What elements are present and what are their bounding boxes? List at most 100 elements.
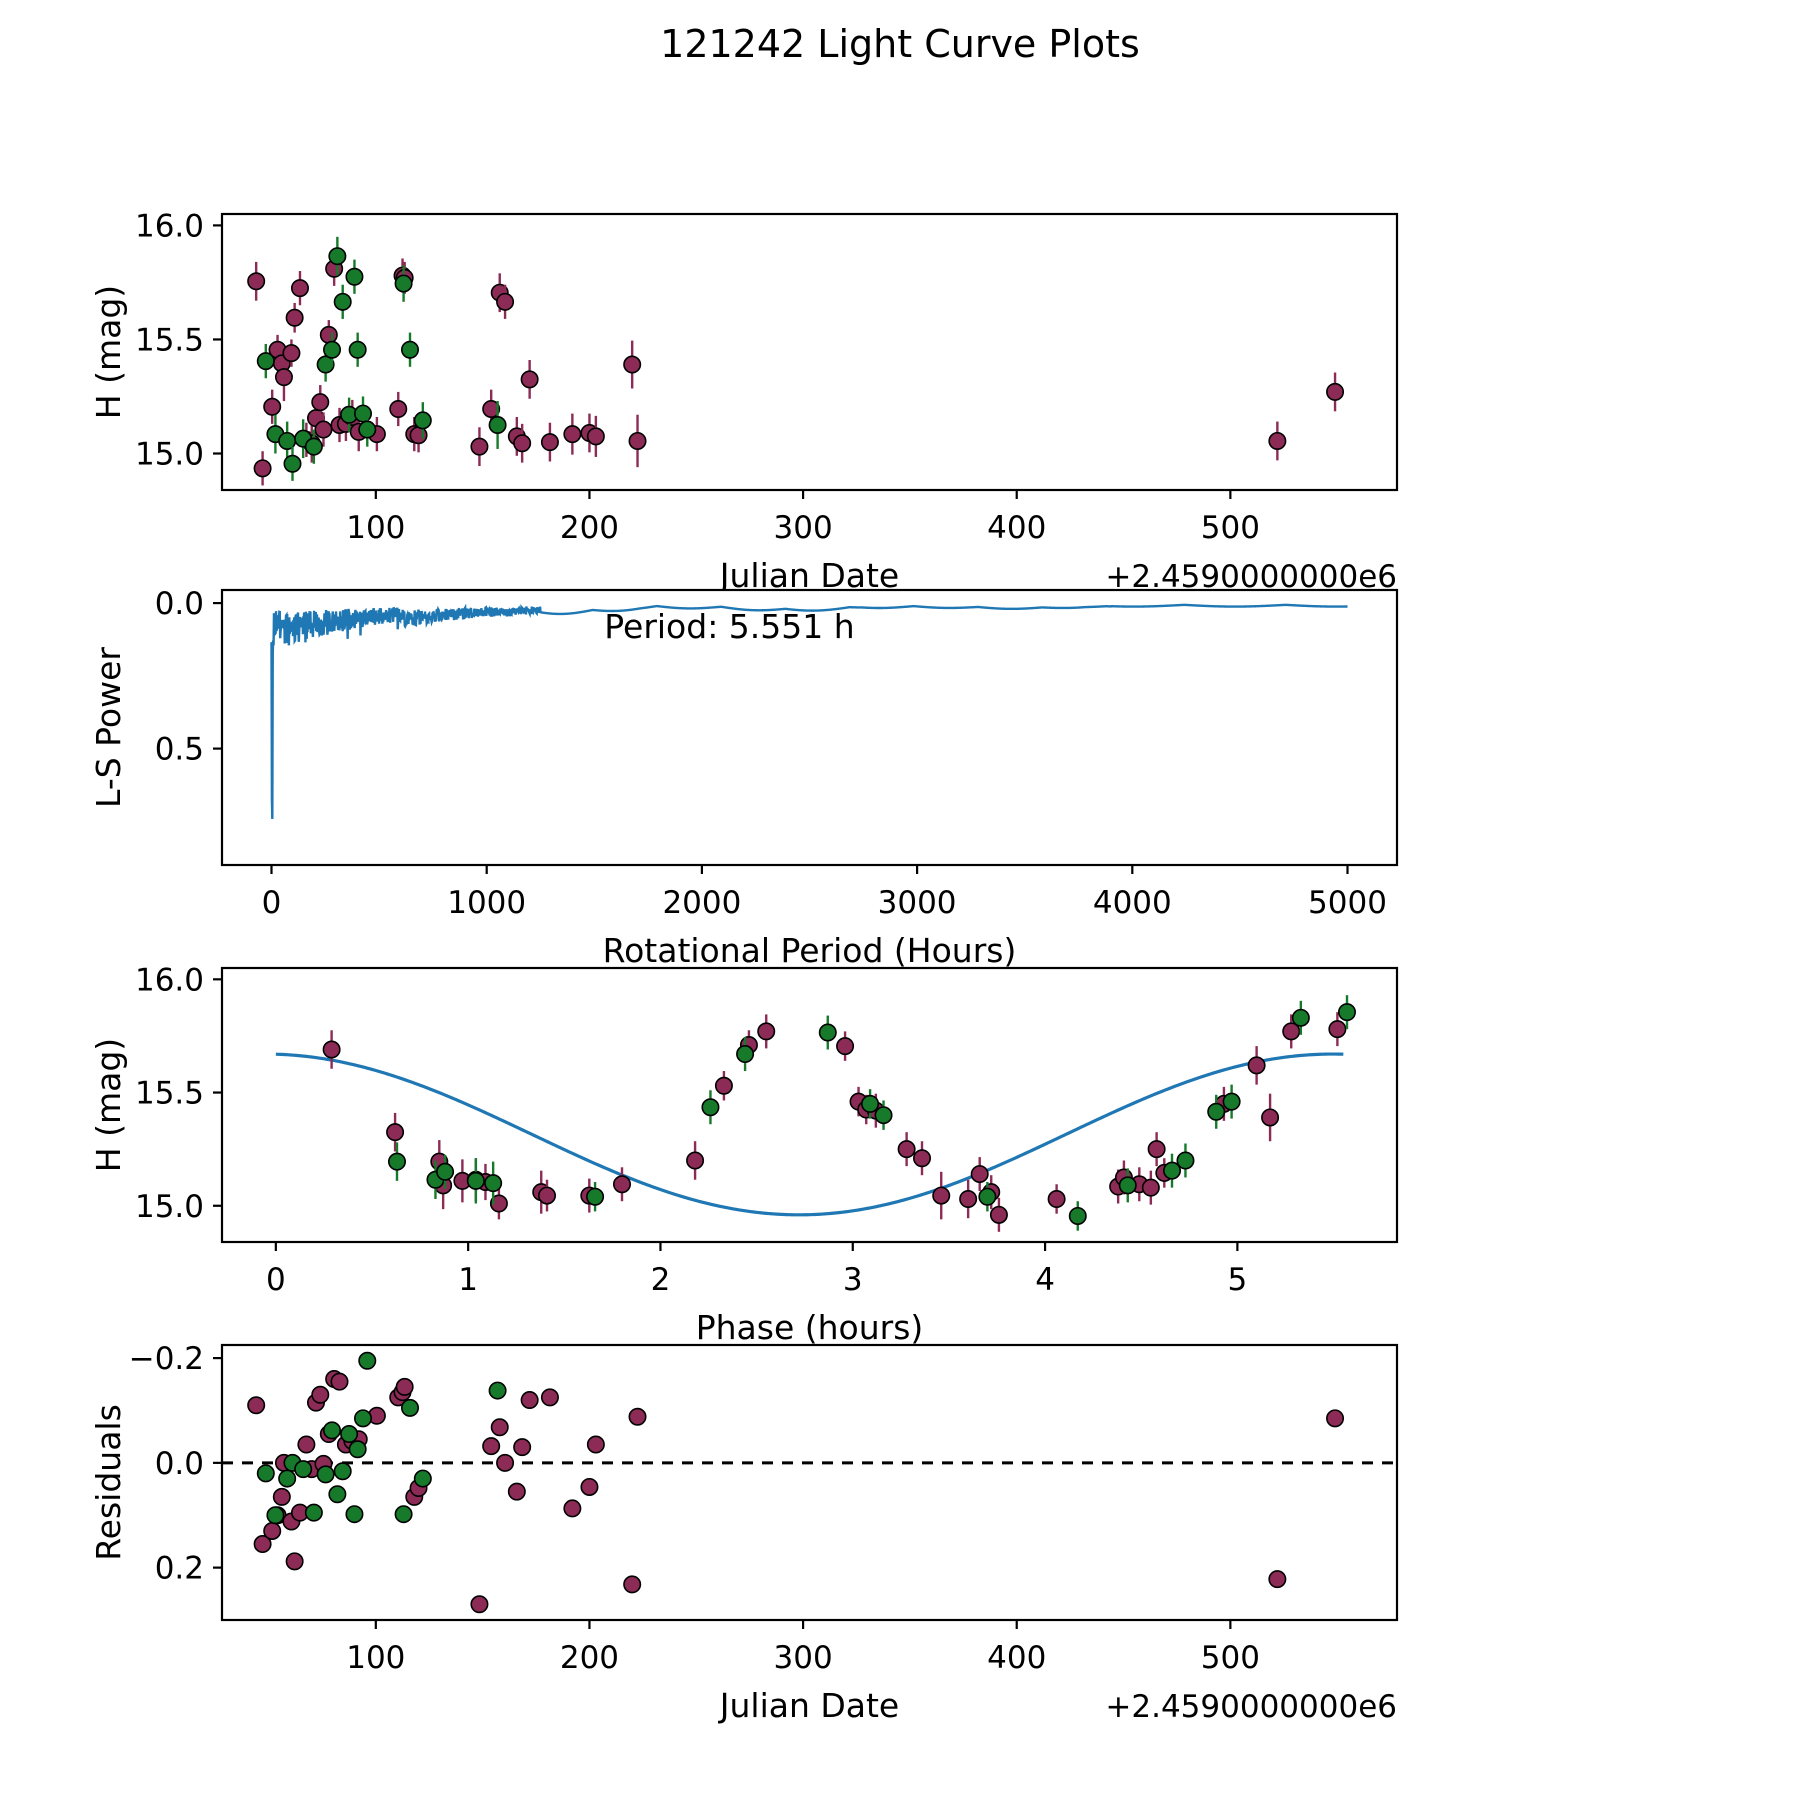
- data-point: [1068, 1206, 1087, 1225]
- data-point: [1247, 1056, 1266, 1075]
- data-point: [387, 1152, 406, 1171]
- x-tick-label: 0: [262, 885, 282, 921]
- data-point: [253, 459, 272, 478]
- data-point: [247, 1396, 266, 1415]
- x-tick-label: 300: [774, 510, 833, 546]
- y-tick-label: 0.0: [155, 586, 204, 622]
- x-tick-label: 5000: [1308, 885, 1387, 921]
- data-point: [701, 1098, 720, 1117]
- x-tick-label: 200: [560, 510, 619, 546]
- data-point: [623, 1575, 642, 1594]
- data-point: [358, 1351, 377, 1370]
- panel-lightcurve: 100 200 300 400 500 15.0 15.5 16.0 Julian Date H …: [89, 208, 1399, 595]
- data-point: [586, 1187, 605, 1206]
- data-point: [413, 411, 432, 430]
- data-point: [304, 1503, 323, 1522]
- data-point: [316, 355, 335, 374]
- data-point: [1222, 1092, 1241, 1111]
- y-tick-label: 15.0: [135, 1189, 204, 1225]
- data-point: [389, 400, 408, 419]
- data-point: [563, 425, 582, 444]
- data-point: [314, 420, 333, 439]
- data-point: [520, 1391, 539, 1410]
- data-point: [272, 1487, 291, 1506]
- x-tick-label: 2000: [662, 885, 741, 921]
- x-tick-label: 3: [843, 1262, 863, 1298]
- data-point: [1261, 1108, 1280, 1127]
- data-point: [513, 434, 532, 453]
- x-axis-offset-text: +2.4590000000e6: [1105, 1689, 1397, 1725]
- y-tick-label: 0.0: [155, 1446, 204, 1482]
- x-tick-label: 200: [560, 1640, 619, 1676]
- data-point: [874, 1106, 893, 1125]
- data-point: [736, 1045, 755, 1064]
- data-point: [353, 404, 372, 423]
- data-point: [294, 1460, 313, 1479]
- data-point: [970, 1165, 989, 1184]
- x-tick-label: 2: [651, 1262, 671, 1298]
- data-point: [586, 1435, 605, 1454]
- data-point: [266, 1506, 285, 1525]
- x-tick-label: 300: [774, 1640, 833, 1676]
- data-point: [1291, 1008, 1310, 1027]
- data-point: [278, 1469, 297, 1488]
- data-point: [628, 431, 647, 450]
- data-point: [340, 1425, 359, 1444]
- data-point: [256, 352, 275, 371]
- data-point: [1147, 1140, 1166, 1159]
- periodogram-line: [270, 603, 1348, 819]
- period-annotation: Period: 5.551 h: [604, 607, 854, 646]
- data-point: [496, 292, 515, 311]
- y-axis-label: H (mag): [89, 285, 128, 419]
- data-point: [623, 355, 642, 374]
- data-point: [333, 1462, 352, 1481]
- data-point: [580, 1477, 599, 1496]
- data-point: [348, 340, 367, 359]
- data-point: [586, 427, 605, 446]
- data-point: [304, 437, 323, 456]
- data-point: [358, 420, 377, 439]
- x-tick-label: 1: [458, 1262, 478, 1298]
- data-point: [1163, 1161, 1182, 1180]
- data-point: [322, 1040, 341, 1059]
- x-axis-label: Phase (hours): [696, 1308, 924, 1347]
- data-point: [330, 1372, 349, 1391]
- data-point: [482, 1437, 501, 1456]
- data-point: [348, 1440, 367, 1459]
- y-axis-label: L-S Power: [89, 647, 128, 808]
- data-point: [394, 1505, 413, 1524]
- data-point: [386, 1123, 405, 1142]
- y-tick-label: 0.2: [155, 1551, 204, 1587]
- y-tick-label: 0.5: [155, 732, 204, 768]
- data-point: [285, 308, 304, 327]
- data-point: [345, 267, 364, 286]
- data-point: [333, 292, 352, 311]
- x-tick-label: 0: [266, 1262, 286, 1298]
- data-point: [861, 1094, 880, 1113]
- data-point: [263, 397, 282, 416]
- data-point: [1282, 1022, 1301, 1041]
- data-point: [1207, 1102, 1226, 1121]
- data-point: [323, 1421, 342, 1440]
- panel-periodogram: 0 1000 2000 3000 4000 5000 0.0 0.5 Rotational Pe…: [89, 586, 1399, 970]
- data-point: [912, 1149, 931, 1168]
- data-point: [1118, 1176, 1137, 1195]
- data-point: [345, 1505, 364, 1524]
- data-point: [482, 400, 501, 419]
- data-point: [394, 274, 413, 293]
- data-point: [959, 1189, 978, 1208]
- data-point: [247, 272, 266, 291]
- data-point: [488, 415, 507, 434]
- figure-title: 121242 Light Curve Plots: [660, 22, 1140, 66]
- data-point: [507, 1482, 526, 1501]
- data-point: [628, 1407, 647, 1426]
- data-point: [316, 1465, 335, 1484]
- x-tick-label: 400: [987, 510, 1046, 546]
- data-point: [563, 1499, 582, 1518]
- x-tick-label: 3000: [878, 885, 957, 921]
- data-point: [1268, 431, 1287, 450]
- data-point: [470, 437, 489, 456]
- data-point: [466, 1171, 485, 1190]
- data-point: [256, 1464, 275, 1483]
